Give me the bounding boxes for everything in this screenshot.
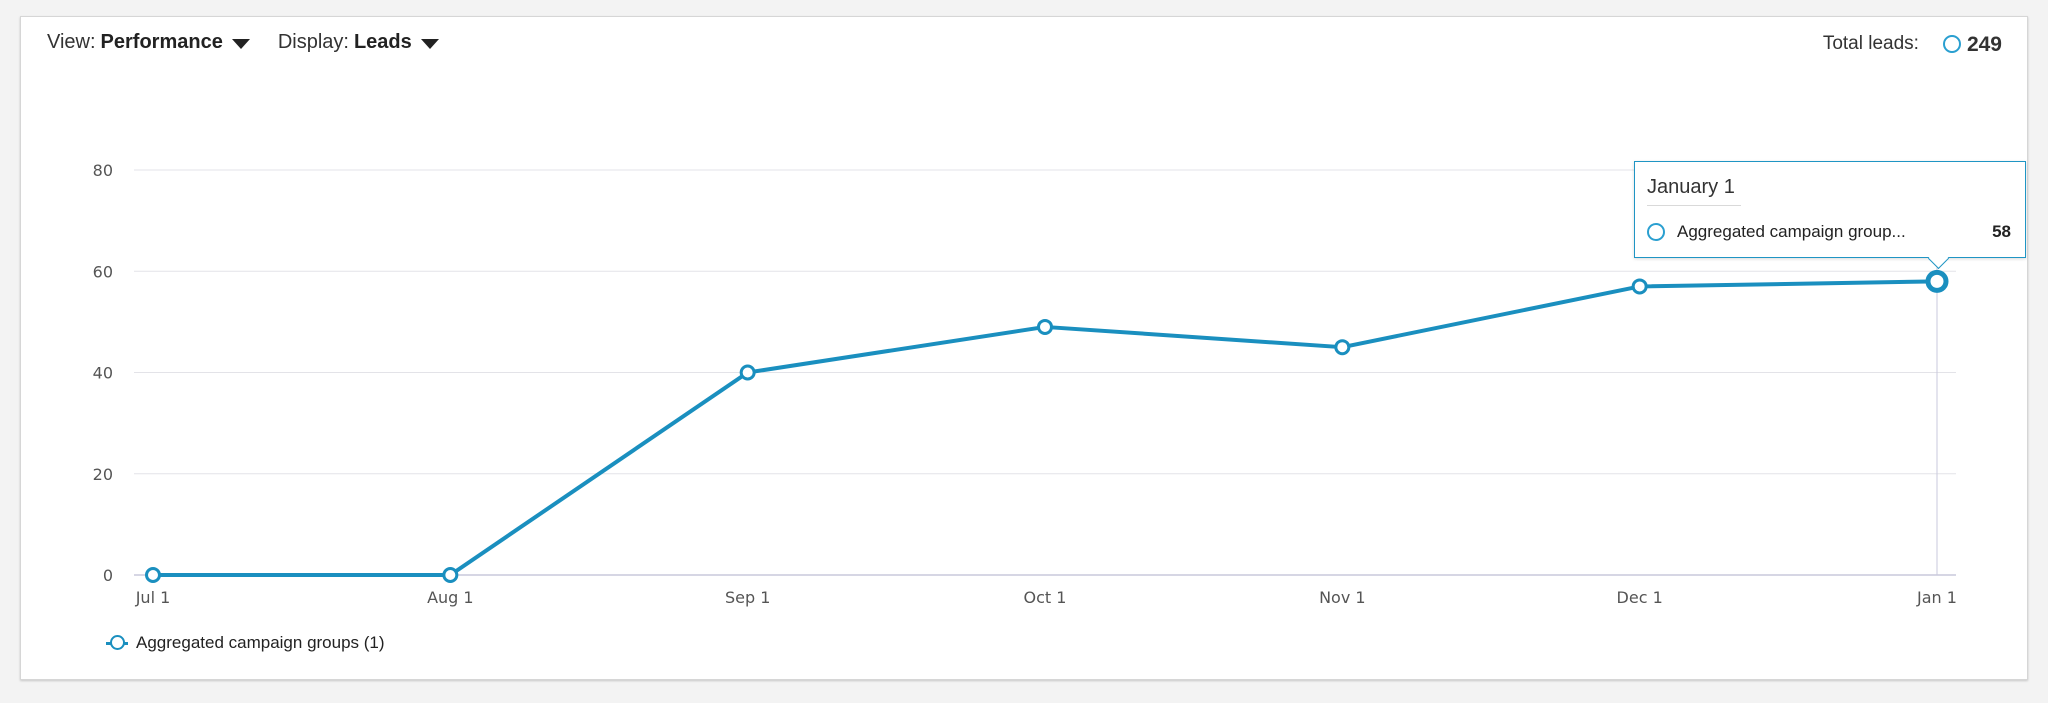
total-leads-value: 249 [1966,33,2002,56]
x-tick-label: Nov 1 [1319,588,1366,607]
point-layer [145,269,1949,583]
legend-line-marker-icon [106,635,128,651]
x-tick-label: Oct 1 [1024,588,1067,607]
y-tick-label: 0 [103,566,113,585]
data-point [442,567,459,583]
x-tick-label: Sep 1 [725,588,770,607]
data-point [145,567,161,583]
tooltip-title: January 1 [1647,176,1741,206]
x-tick-label: Aug 1 [427,588,474,607]
chart-legend[interactable]: Aggregated campaign groups (1) [106,633,385,653]
data-tooltip: January 1 Aggregated campaign group... 5… [1634,161,2026,258]
tooltip-row: Aggregated campaign group... 58 [1647,222,2011,242]
chart-toolbar: View: Performance Display: Leads [47,31,467,54]
data-point [1334,339,1351,356]
data-point [1631,278,1648,295]
data-point [739,364,756,381]
axis-layer: 0 20 40 60 80 Jul 1 Aug 1 Sep 1 Oct 1 Nov 1 Dec 1 J… [93,161,1957,607]
total-leads-label: Total leads: [1822,32,1919,54]
tooltip-series-name: Aggregated campaign group... [1677,222,1906,241]
y-tick-label: 60 [93,262,113,281]
view-value: Performance [100,31,223,53]
display-value: Leads [353,31,412,53]
x-tick-label: Dec 1 [1617,588,1663,607]
caret-down-icon [231,38,250,49]
y-tick-label: 80 [93,161,113,180]
data-point [1037,318,1053,335]
display-dropdown[interactable]: Display: Leads [278,31,439,54]
y-tick-label: 20 [93,465,113,484]
total-leads: Total leads: 249 [1823,30,2002,57]
legend-label: Aggregated campaign groups (1) [136,633,385,652]
view-label: View: [47,31,96,53]
leads-chart-card [20,16,2028,680]
y-tick-label: 40 [93,364,113,383]
caret-down-icon [420,38,439,49]
data-point [1925,269,1949,293]
series-circle-icon [1647,223,1665,241]
view-dropdown[interactable]: View: Performance [47,31,250,54]
x-tick-label: Jul 1 [135,588,171,607]
tooltip-value: 58 [1992,222,2011,241]
display-label: Display: [277,31,349,53]
series-circle-icon [1942,34,1961,53]
x-tick-label: Jan 1 [1916,588,1957,607]
